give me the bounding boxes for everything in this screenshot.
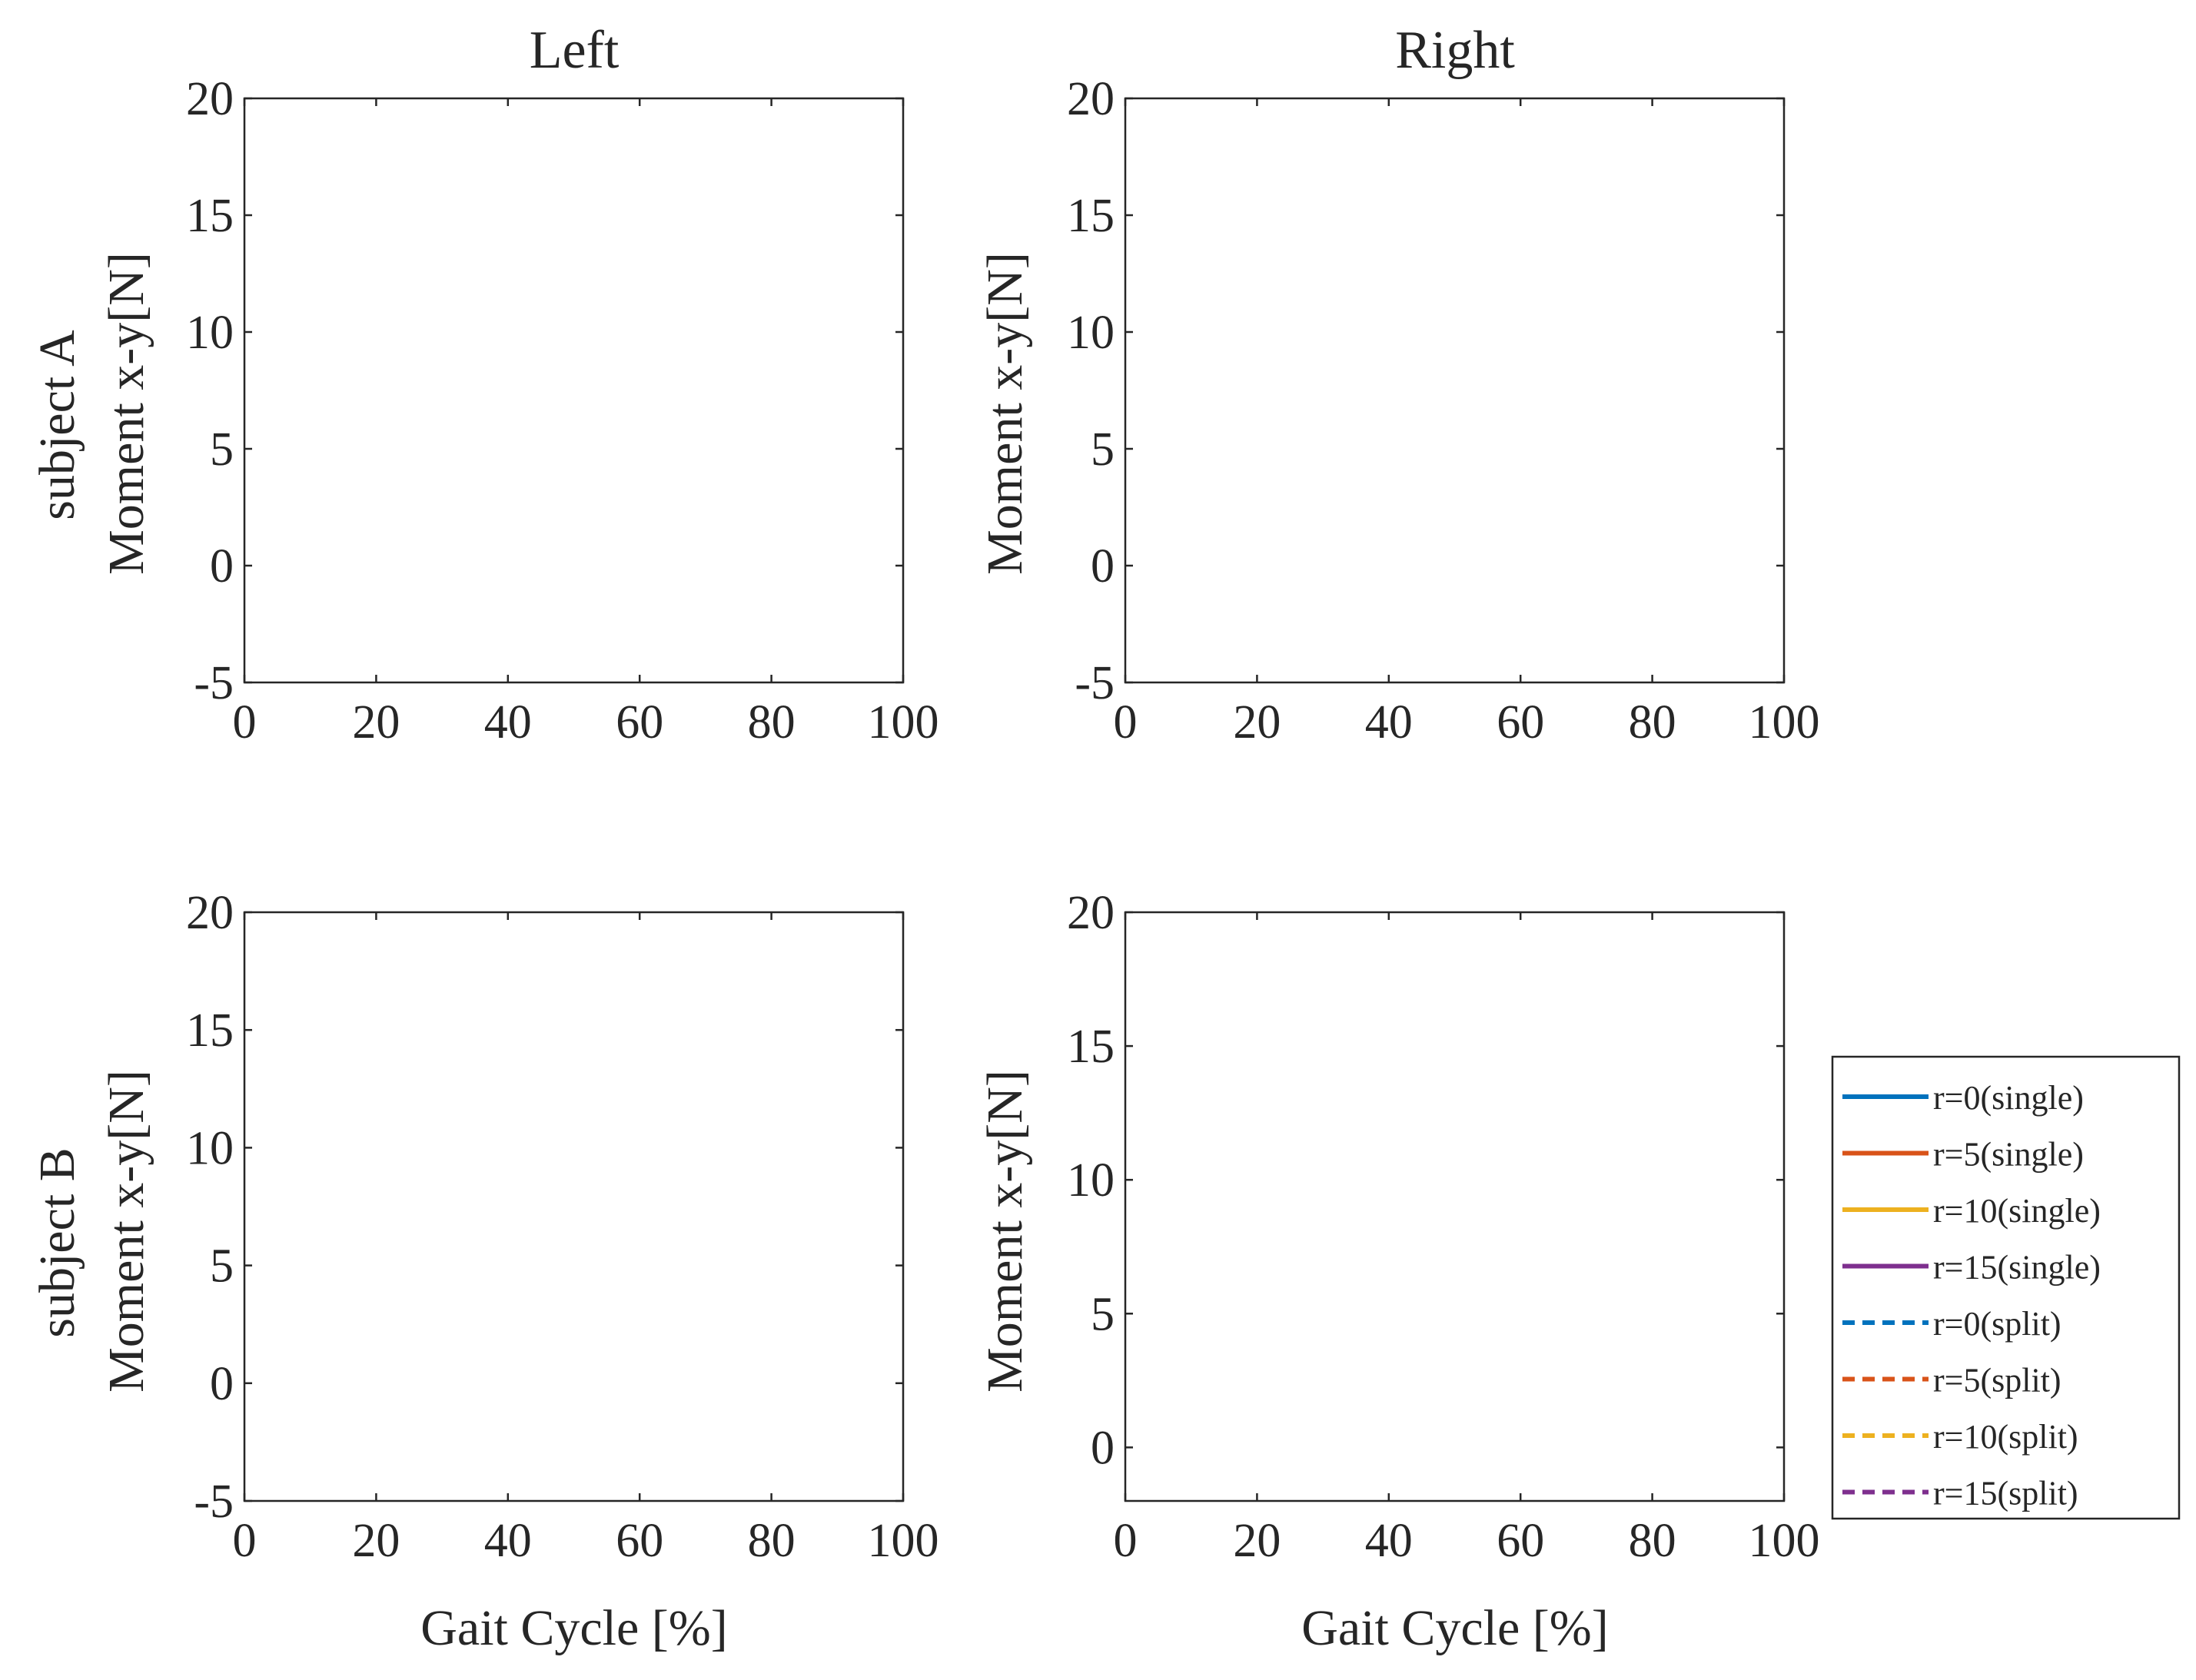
panel-subject-b-right: 0 20 40 60 80 100 0 5 10 15 20 [1067,887,1820,1567]
x-tick-label: 80 [748,696,796,749]
legend-label: r=10(single) [1933,1192,2101,1230]
y-tick-label: 5 [1091,423,1115,476]
x-tick-label: 0 [233,696,257,749]
y-tick-label: 10 [1067,1154,1115,1207]
x-tick-label: 60 [616,1515,663,1567]
axes-frame [243,911,905,1502]
x-tick-label: 0 [233,1515,257,1567]
y-tick-label: 10 [186,1122,234,1174]
legend-box [1831,1055,2181,1520]
legend-label: r=15(single) [1933,1249,2101,1287]
y-tick-label: 20 [186,887,234,939]
y-tick-label: 0 [210,1358,234,1410]
y-tick-label: 0 [1091,1422,1115,1474]
legend-label: r=0(single) [1933,1079,2084,1117]
y-tick-label: 0 [1091,540,1115,593]
x-tick-label: 20 [1233,696,1281,749]
y-tick-label: 15 [1067,190,1115,242]
x-tick-label: 40 [484,1515,532,1567]
axes-frame [1124,97,1786,684]
y-tick-label: 10 [186,307,234,359]
y-axis-label-b-left: Moment x-y[N] [98,1070,154,1393]
x-tick-label: 40 [1365,696,1413,749]
x-tick-label: 80 [1629,1515,1676,1567]
x-tick-label: 40 [1365,1515,1413,1567]
legend-items: r=0(single) r=5(single) r=10(single) r=15(s… [1842,1079,2101,1512]
legend-label: r=10(split) [1933,1418,2078,1456]
y-tick-label: 20 [1067,887,1115,939]
x-tick-label: 100 [1749,696,1820,749]
axes-frame [1124,911,1786,1502]
y-axis-label-a-left: Moment x-y[N] [98,252,154,575]
y-tick-label: -5 [194,1476,234,1528]
y-tick-label: 5 [1091,1288,1115,1340]
x-tick-label: 80 [1629,696,1676,749]
y-tick-label: 20 [1067,73,1115,125]
x-tick-label: 60 [1497,696,1544,749]
legend-label: r=0(split) [1933,1305,2061,1343]
y-tick-label: -5 [1075,657,1115,709]
y-tick-label: 5 [210,423,234,476]
legend-label: r=5(split) [1933,1362,2061,1399]
y-tick-label: 15 [186,1004,234,1057]
x-tick-label: 20 [352,1515,400,1567]
x-tick-label: 40 [484,696,532,749]
row-label-subject-a: subject A [29,330,85,520]
y-tick-label: 0 [210,540,234,593]
x-tick-label: 60 [616,696,663,749]
legend-label: r=5(single) [1933,1136,2084,1174]
y-tick-label: 20 [186,73,234,125]
x-axis-label-left: Gait Cycle [%] [420,1600,728,1656]
column-title-left: Left [530,21,620,80]
legend: r=0(single) r=5(single) r=10(single) r=15(s… [1831,1055,2181,1520]
y-tick-label: -5 [194,657,234,709]
row-label-subject-b: subject B [29,1147,85,1337]
column-title-right: Right [1395,21,1515,80]
x-tick-label: 100 [868,1515,939,1567]
x-tick-label: 20 [352,696,400,749]
x-tick-label: 100 [1749,1515,1820,1567]
x-tick-label: 80 [748,1515,796,1567]
y-tick-label: 5 [210,1240,234,1293]
y-axis-label-b-right: Moment x-y[N] [977,1070,1033,1393]
x-tick-label: 20 [1233,1515,1281,1567]
x-tick-label: 0 [1114,696,1138,749]
axes-frame [243,97,905,684]
y-tick-label: 15 [1067,1021,1115,1073]
y-tick-label: 10 [1067,307,1115,359]
x-tick-label: 100 [868,696,939,749]
x-tick-label: 0 [1114,1515,1138,1567]
x-tick-label: 60 [1497,1515,1544,1567]
x-axis-label-right: Gait Cycle [%] [1301,1600,1609,1656]
legend-label: r=15(split) [1933,1475,2078,1512]
y-tick-label: 15 [186,190,234,242]
y-axis-label-a-right: Moment x-y[N] [977,252,1033,575]
